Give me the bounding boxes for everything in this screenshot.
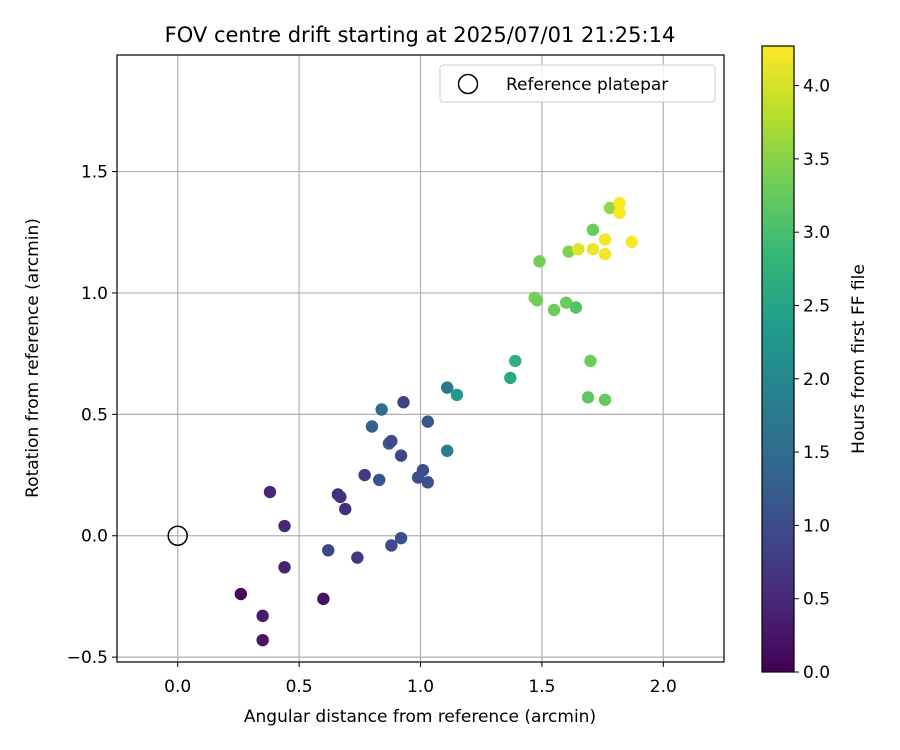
data-point: [450, 388, 464, 402]
data-point: [373, 473, 386, 487]
y-tick-label: 1.0: [81, 284, 108, 304]
data-point: [547, 303, 561, 317]
y-tick-label: 0.0: [81, 527, 108, 547]
data-point: [603, 201, 617, 215]
legend-marker-reference: [457, 73, 479, 95]
x-axis-label: Angular distance from reference (arcmin): [244, 707, 596, 727]
data-point: [598, 247, 612, 261]
data-point: [584, 354, 597, 368]
data-point: [394, 449, 408, 462]
legend-box: [439, 64, 716, 103]
data-point: [385, 434, 398, 448]
x-axis-ticks: 0.0 0.5 1.0 1.5 2.0: [164, 662, 677, 697]
data-point: [504, 371, 517, 385]
colorbar-gradient: [762, 46, 794, 672]
colorbar-tick-label: 4.0: [803, 77, 830, 97]
data-point: [317, 592, 330, 606]
data-point: [394, 531, 408, 545]
x-tick-label: 0.5: [286, 677, 313, 697]
colorbar-tick-label: 1.0: [803, 516, 830, 536]
data-point: [278, 561, 291, 574]
data-point: [263, 485, 277, 499]
reference-layer: [167, 525, 188, 546]
data-point: [351, 551, 364, 564]
data-point: [375, 403, 388, 416]
data-point: [256, 633, 269, 647]
y-tick-label: −0.5: [67, 648, 108, 668]
data-point: [322, 544, 335, 557]
colorbar-frame: [761, 45, 795, 673]
legend: Reference platepar: [439, 64, 716, 103]
data-point: [508, 354, 522, 368]
data-point: [559, 296, 573, 309]
data-point: [530, 294, 544, 307]
data-point: [334, 490, 347, 504]
data-point: [562, 245, 575, 258]
data-point: [256, 609, 269, 623]
colorbar-tick-label: 0.0: [803, 663, 830, 683]
reference-platepar-marker: [167, 525, 188, 546]
colorbar-tick-label: 1.5: [803, 443, 830, 463]
data-point: [569, 301, 583, 314]
x-tick-label: 1.5: [528, 677, 555, 697]
data-point: [421, 476, 434, 489]
y-tick-label: 0.5: [81, 405, 108, 425]
data-point: [572, 243, 585, 256]
colorbar-ticks: 0.0 0.5 1.0 1.5 2.0 2.5 3.0 3.5 4.0: [794, 77, 830, 683]
data-point: [278, 519, 291, 533]
data-point: [625, 235, 638, 249]
x-tick-label: 0.0: [164, 677, 191, 697]
data-point: [441, 444, 454, 457]
data-point: [416, 463, 430, 477]
colorbar-tick-label: 3.0: [803, 223, 830, 243]
data-point: [397, 396, 410, 409]
colorbar-label: Hours from first FF file: [849, 264, 869, 454]
data-point: [358, 468, 371, 482]
x-tick-label: 2.0: [650, 677, 677, 697]
y-axis-label: Rotation from reference (arcmin): [23, 218, 43, 498]
data-point: [533, 255, 546, 268]
data-point: [339, 502, 352, 516]
data-point: [586, 243, 600, 256]
x-tick-label: 1.0: [407, 677, 434, 697]
data-point: [441, 381, 454, 394]
y-axis-ticks: −0.5 0.0 0.5 1.0 1.5: [67, 163, 117, 668]
data-point: [234, 587, 248, 601]
data-point: [613, 196, 626, 210]
data-point: [385, 539, 398, 552]
y-tick-label: 1.5: [81, 163, 108, 183]
data-point: [613, 206, 626, 220]
data-point: [598, 393, 612, 406]
chart-title: FOV centre drift starting at 2025/07/01 …: [165, 23, 676, 47]
grid: [117, 55, 724, 662]
colorbar-tick-label: 2.0: [803, 370, 830, 390]
colorbar-tick-label: 2.5: [803, 296, 830, 316]
legend-label-reference: Reference platepar: [506, 75, 668, 95]
colorbar-tick-label: 0.5: [803, 590, 830, 610]
colorbar: 0.0 0.5 1.0 1.5 2.0 2.5 3.0 3.5 4.0 Hours from f…: [761, 45, 869, 683]
data-point: [365, 420, 379, 433]
data-point: [586, 223, 600, 237]
colorbar-tick-label: 3.5: [803, 150, 830, 170]
scatter-points: [234, 196, 638, 647]
data-point: [581, 391, 595, 404]
data-point: [598, 233, 612, 246]
data-point: [421, 415, 434, 428]
